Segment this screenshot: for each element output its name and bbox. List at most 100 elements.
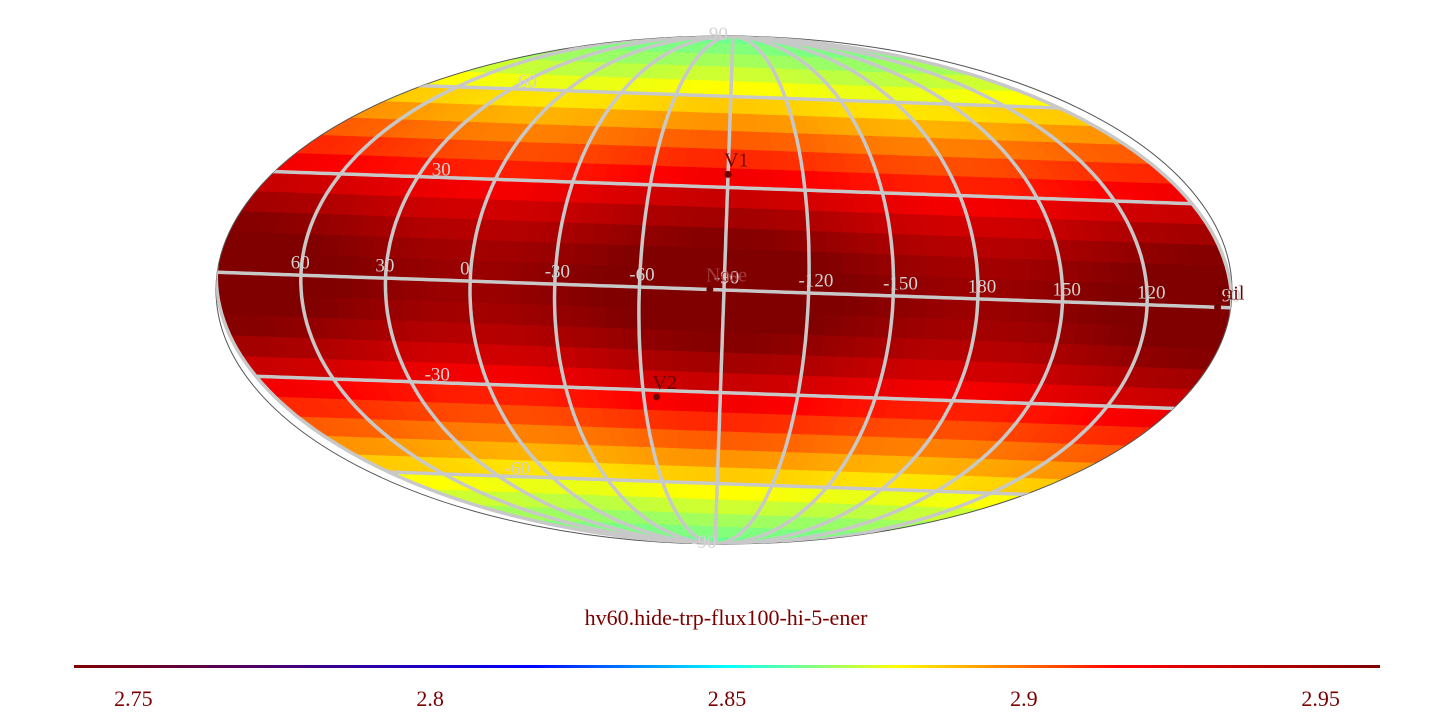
map-cell <box>503 302 523 325</box>
map-cell <box>992 299 1013 322</box>
map-cell <box>835 190 856 213</box>
map-cell <box>1093 302 1114 325</box>
meridian-label: -90 <box>714 268 739 289</box>
map-cell <box>1077 302 1097 325</box>
map-cell <box>672 308 690 331</box>
parallel-line <box>255 374 1185 411</box>
map-cell <box>672 267 692 290</box>
map-cell <box>588 326 608 349</box>
map-cell <box>1196 285 1216 308</box>
map-cell <box>608 223 629 246</box>
map-cell <box>486 302 506 325</box>
map-cell <box>232 272 252 295</box>
map-cell <box>676 429 693 449</box>
meridian-label: 180 <box>968 276 997 297</box>
map-cell <box>758 228 776 251</box>
meridian-label: 90 <box>1222 285 1241 306</box>
map-cell <box>710 186 728 208</box>
map-cell <box>300 274 319 298</box>
map-cell <box>689 391 706 412</box>
map-cell <box>824 293 843 316</box>
map-cell <box>698 147 716 168</box>
map-cell <box>857 294 877 317</box>
map-cell <box>638 307 657 330</box>
map-cell <box>773 188 792 211</box>
meridian-label: 150 <box>1052 279 1081 300</box>
map-cell <box>858 252 877 275</box>
map-cell <box>673 390 691 412</box>
map-cell <box>774 249 793 272</box>
map-cell <box>688 371 706 393</box>
map-cell <box>746 412 765 433</box>
map-cell <box>841 252 861 275</box>
map-cell <box>676 205 696 227</box>
map-cell <box>755 311 775 334</box>
parallel-label: 90 <box>709 24 728 45</box>
map-cell <box>216 271 235 295</box>
map-cell <box>720 372 738 394</box>
map-cell <box>605 327 624 350</box>
map-cell <box>756 149 774 170</box>
meridian-label: -60 <box>629 265 654 286</box>
map-cell <box>855 315 876 338</box>
map-cell <box>925 296 945 319</box>
map-cell <box>1026 300 1046 323</box>
map-cell <box>554 283 573 306</box>
map-cell <box>770 150 788 171</box>
map-cell <box>1179 284 1199 307</box>
map-cell <box>604 306 623 329</box>
map-cell <box>734 392 752 414</box>
map-cell <box>520 261 540 284</box>
map-cell <box>435 279 454 302</box>
map-cell <box>994 278 1013 301</box>
colorbar-gradient <box>74 665 1380 668</box>
map-cell <box>926 275 945 299</box>
map-cell <box>606 243 626 266</box>
map-cell <box>774 270 793 293</box>
map-cell <box>680 166 699 187</box>
meridian-label: -150 <box>883 273 918 294</box>
map-cell <box>705 330 723 353</box>
parallel-label: 60 <box>518 71 537 92</box>
map-cell <box>939 318 960 341</box>
map-cell <box>731 431 748 451</box>
map-cell <box>1027 279 1046 302</box>
map-cell <box>875 253 894 276</box>
map-cell <box>1009 299 1029 322</box>
map-cell <box>435 258 456 281</box>
map-cell <box>735 372 754 394</box>
map-cell <box>1078 281 1097 304</box>
map-cell <box>754 113 770 133</box>
map-cell <box>486 281 505 304</box>
map-cell <box>742 207 760 230</box>
map-cell <box>754 332 773 355</box>
map-cell <box>521 324 542 347</box>
map-cell <box>922 317 943 340</box>
map-cell <box>892 253 911 276</box>
map-cell <box>554 304 573 327</box>
map-cell <box>741 227 760 250</box>
map-cell <box>351 255 371 278</box>
map-cell <box>774 208 793 231</box>
map-cell <box>655 287 674 310</box>
map-cell <box>1110 303 1131 326</box>
map-cell <box>772 312 792 335</box>
map-cell <box>1178 305 1199 328</box>
map-cell <box>742 187 760 209</box>
map-cell <box>672 350 690 372</box>
meridian-label: 60 <box>291 253 310 274</box>
colorbar <box>74 665 1380 668</box>
map-cell <box>590 347 610 369</box>
map-cell <box>317 275 336 298</box>
parallel-label: -60 <box>505 459 530 480</box>
map-cell <box>775 229 793 252</box>
map-cell <box>436 300 456 323</box>
map-cell <box>758 208 776 230</box>
map-cell <box>840 231 860 254</box>
parallel-label: -90 <box>691 532 716 553</box>
meridian-label: 30 <box>375 256 394 277</box>
map-cell <box>741 113 757 132</box>
map-cell <box>736 352 755 375</box>
map-cell <box>606 347 626 370</box>
